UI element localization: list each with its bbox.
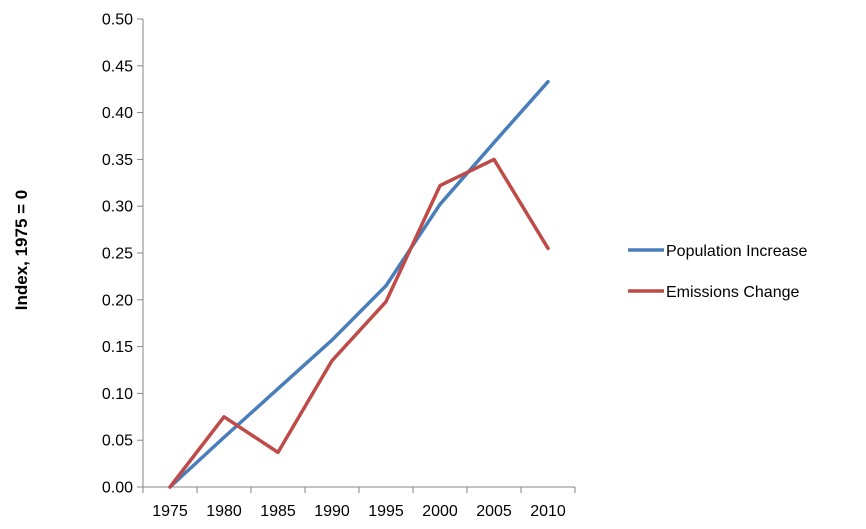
y-tick-label: 0.50	[102, 12, 133, 29]
x-tick-label: 1995	[368, 503, 404, 520]
x-axis: 1975 1980 1985 1990 1995 2000 2005 2010	[142, 486, 576, 520]
x-tick-label: 2005	[476, 503, 512, 520]
legend-label: Population Increase	[666, 243, 808, 260]
y-tick-label: 0.25	[102, 246, 133, 263]
y-axis-title: Index, 1975 = 0	[12, 190, 31, 311]
y-tick-label: 0.30	[102, 199, 133, 216]
y-tick-label: 0.35	[102, 152, 133, 169]
y-tick-label: 0.00	[102, 480, 133, 497]
series-line-0	[168, 79, 550, 489]
y-tick-label: 0.40	[102, 105, 133, 122]
y-tick-label: 0.05	[102, 433, 133, 450]
legend-label: Emissions Change	[666, 284, 800, 301]
x-tick-label: 2000	[422, 503, 458, 520]
x-tick-label: 1990	[314, 503, 350, 520]
y-tick-label: 0.45	[102, 58, 133, 75]
y-tick-label: 0.10	[102, 386, 133, 403]
legend: Population Increase Emissions Change	[628, 243, 808, 301]
x-tick-label: 1980	[206, 503, 242, 520]
x-tick-label: 2010	[530, 503, 566, 520]
series-layer	[168, 79, 550, 489]
y-tick-label: 0.15	[102, 339, 133, 356]
y-axis: 0.00 0.05 0.10 0.15 0.20 0.25 0.30 0.35 0.40 0.45…	[102, 12, 144, 497]
x-tick-label: 1975	[152, 503, 188, 520]
y-tick-label: 0.20	[102, 292, 133, 309]
x-tick-label: 1985	[260, 503, 296, 520]
series-line-1	[168, 157, 550, 489]
